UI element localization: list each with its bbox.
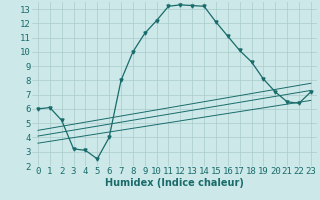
X-axis label: Humidex (Indice chaleur): Humidex (Indice chaleur): [105, 178, 244, 188]
